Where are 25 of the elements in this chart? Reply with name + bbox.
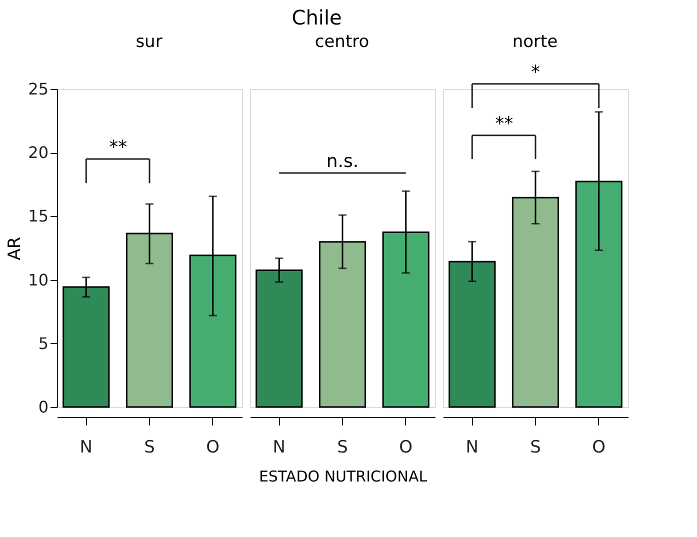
chart-subtitle: norte [512,32,558,52]
y-tick-label: 20 [28,143,48,162]
x-tick-label: S [337,438,348,458]
chart-subtitle: sur [136,32,162,52]
annotation: ** [109,136,128,158]
y-axis-title: AR [5,236,26,260]
y-tick-label: 10 [28,270,48,290]
y-tick-label: 5 [38,334,48,353]
x-tick-label: O [592,438,606,458]
x-tick-label: N [80,438,93,458]
text: * [531,62,540,83]
x-tick-label: S [144,438,155,458]
x-tick-label: S [530,438,541,458]
y-tick-label: 25 [28,80,48,98]
x-axis-title: ESTADO NUTRICIONAL [258,468,428,486]
annotation: ** [495,113,514,134]
x-tick-label: O [206,438,220,458]
y-tick-label: 15 [28,206,48,226]
chart-subtitle: centro [314,32,370,52]
x-tick-label: N [272,438,286,458]
chart-title: Chile [292,6,342,30]
x-tick-label: O [399,438,413,458]
annotation: n.s. [326,150,359,172]
x-tick-label: N [466,438,479,458]
y-tick-label: 0 [38,398,48,416]
